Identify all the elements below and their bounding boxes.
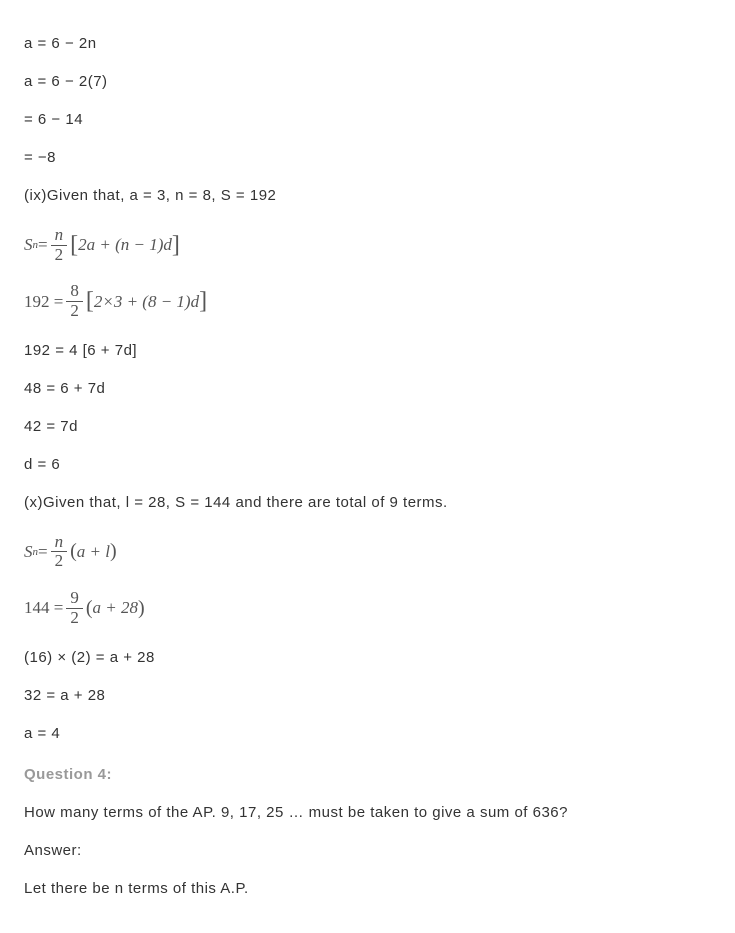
equation-line: 192 = 4 [6 + 7d]	[24, 339, 711, 363]
fraction: n 2	[51, 533, 68, 571]
given-line: (x)Given that, l = 28, S = 144 and there…	[24, 491, 711, 515]
text: (x)Given that, l = 28, S = 144 and there…	[24, 494, 448, 511]
bracket-open: [	[70, 232, 78, 259]
fraction: n 2	[51, 226, 68, 264]
denominator: 2	[51, 552, 68, 571]
expression: 2a + (n − 1)d	[78, 235, 172, 255]
text: a = 6 − 2n	[24, 35, 97, 52]
text: Answer:	[24, 842, 82, 859]
denominator: 2	[66, 302, 83, 321]
text: a = 6 − 2(7)	[24, 73, 108, 90]
paren-close: )	[110, 540, 117, 563]
given-line: (ix)Given that, a = 3, n = 8, S = 192	[24, 184, 711, 208]
symbol: S	[24, 542, 33, 562]
equation-line: 42 = 7d	[24, 415, 711, 439]
sum-formula-substituted: 192 = 8 2 [ 2×3 + (8 − 1)d ]	[24, 282, 711, 320]
symbol: S	[24, 235, 33, 255]
numerator: 9	[66, 589, 83, 609]
numerator: n	[51, 533, 68, 553]
paren-open: (	[70, 540, 77, 563]
equation-line: a = 4	[24, 722, 711, 746]
answer-text: Let there be n terms of this A.P.	[24, 877, 711, 901]
text: How many terms of the AP. 9, 17, 25 … mu…	[24, 804, 568, 821]
text: 42 = 7d	[24, 418, 78, 435]
lhs: 192 =	[24, 292, 63, 312]
equation-line: a = 6 − 2n	[24, 32, 711, 56]
lhs: 144 =	[24, 598, 63, 618]
text: = 6 − 14	[24, 111, 83, 128]
text: 32 = a + 28	[24, 687, 105, 704]
expression: 2×3 + (8 − 1)d	[94, 292, 199, 312]
text: Let there be n terms of this A.P.	[24, 880, 249, 897]
text: a = 4	[24, 725, 60, 742]
text: 48 = 6 + 7d	[24, 380, 105, 397]
text: d = 6	[24, 456, 60, 473]
equation-line: (16) × (2) = a + 28	[24, 646, 711, 670]
expression: a + 28	[93, 598, 138, 618]
equals: =	[38, 235, 48, 255]
equation-line: 48 = 6 + 7d	[24, 377, 711, 401]
expression: a + l	[77, 542, 110, 562]
equation-line: 32 = a + 28	[24, 684, 711, 708]
sum-formula-al-substituted: 144 = 9 2 ( a + 28 )	[24, 589, 711, 627]
bracket-open: [	[86, 288, 94, 315]
fraction: 8 2	[66, 282, 83, 320]
bracket-close: ]	[172, 232, 180, 259]
numerator: 8	[66, 282, 83, 302]
sum-formula-al: Sn = n 2 ( a + l )	[24, 533, 711, 571]
text: Question 4:	[24, 766, 112, 783]
sum-formula: Sn = n 2 [ 2a + (n − 1)d ]	[24, 226, 711, 264]
equation-line: = −8	[24, 146, 711, 170]
paren-close: )	[138, 597, 145, 620]
fraction: 9 2	[66, 589, 83, 627]
equation-line: = 6 − 14	[24, 108, 711, 132]
text: (16) × (2) = a + 28	[24, 649, 155, 666]
denominator: 2	[51, 246, 68, 265]
bracket-close: ]	[199, 288, 207, 315]
text: (ix)Given that, a = 3, n = 8, S = 192	[24, 187, 276, 204]
denominator: 2	[66, 609, 83, 628]
equation-line: d = 6	[24, 453, 711, 477]
question-text: How many terms of the AP. 9, 17, 25 … mu…	[24, 801, 711, 825]
numerator: n	[51, 226, 68, 246]
paren-open: (	[86, 597, 93, 620]
equals: =	[38, 542, 48, 562]
answer-label: Answer:	[24, 839, 711, 863]
equation-line: a = 6 − 2(7)	[24, 70, 711, 94]
question-heading: Question 4:	[24, 766, 711, 783]
text: 192 = 4 [6 + 7d]	[24, 342, 137, 359]
text: = −8	[24, 149, 56, 166]
